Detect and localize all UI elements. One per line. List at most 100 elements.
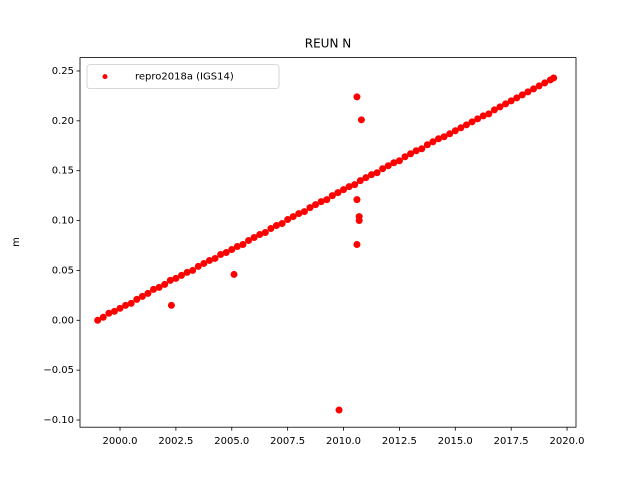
x-tick-label: 2005.0 (214, 436, 249, 447)
y-tick-label: 0.15 (52, 166, 74, 177)
point (351, 181, 359, 189)
point (479, 112, 487, 120)
point (353, 93, 361, 101)
point (245, 237, 253, 245)
point (513, 94, 521, 102)
point (122, 301, 130, 309)
point (355, 217, 363, 225)
chart-title: REUN N (305, 37, 351, 51)
point (395, 157, 403, 165)
point (144, 289, 152, 297)
point (451, 127, 459, 135)
point (535, 82, 543, 90)
point (429, 138, 437, 146)
x-tick-label: 2002.5 (158, 436, 193, 447)
point (541, 79, 549, 87)
point (228, 245, 236, 253)
point (379, 165, 387, 173)
point (357, 116, 365, 124)
plot-frame (79, 57, 577, 428)
point (172, 274, 180, 282)
point (200, 259, 208, 267)
point (412, 147, 420, 155)
point (183, 268, 191, 276)
point (462, 121, 470, 129)
point (230, 270, 238, 278)
point (256, 231, 264, 239)
y-axis-label: m (11, 237, 22, 247)
point (401, 153, 409, 161)
y-tick-label: −0.05 (43, 365, 74, 376)
point (550, 74, 558, 82)
point (295, 210, 303, 218)
point (423, 141, 431, 149)
y-tick-label: 0.25 (52, 66, 74, 77)
point (278, 220, 286, 228)
point (166, 276, 174, 284)
y-tick-label: 0.05 (52, 265, 74, 276)
x-tick-label: 2015.0 (438, 436, 473, 447)
x-tick-label: 2007.5 (270, 436, 305, 447)
y-tick-label: 0.00 (52, 315, 74, 326)
point (239, 240, 247, 248)
point (353, 240, 361, 248)
x-tick-label: 2010.0 (326, 436, 361, 447)
point (189, 266, 197, 274)
point (367, 171, 375, 179)
point (440, 133, 448, 141)
point (496, 103, 504, 111)
point (211, 254, 219, 262)
point (362, 174, 370, 182)
y-tick-label: −0.10 (43, 415, 74, 426)
point (317, 198, 325, 206)
y-tick-label: 0.10 (52, 216, 74, 227)
point (155, 283, 163, 291)
point (518, 91, 526, 99)
point (138, 292, 146, 300)
point (474, 115, 482, 123)
point (485, 110, 493, 118)
point (335, 406, 343, 414)
point (446, 130, 454, 138)
point (167, 301, 175, 309)
point (110, 307, 118, 315)
point (127, 299, 135, 307)
x-tick-label: 2012.5 (382, 436, 417, 447)
point (289, 213, 297, 221)
point (250, 234, 258, 242)
point (356, 177, 364, 185)
x-tick-label: 2000.0 (103, 436, 138, 447)
point (328, 192, 336, 200)
point (306, 204, 314, 212)
point (300, 208, 308, 216)
point (323, 196, 331, 204)
point (457, 124, 465, 132)
point (205, 256, 213, 264)
point (99, 313, 107, 321)
point (312, 201, 320, 209)
point (94, 316, 102, 324)
point (390, 159, 398, 167)
x-tick-label: 2020.0 (550, 436, 585, 447)
point (407, 150, 415, 158)
point (133, 295, 141, 303)
point (217, 250, 225, 258)
point (150, 285, 158, 293)
legend-box (86, 64, 280, 89)
point (116, 304, 124, 312)
point (345, 183, 353, 191)
point (490, 106, 498, 114)
point (272, 222, 280, 230)
point (194, 262, 202, 270)
point (530, 85, 538, 93)
point (468, 118, 476, 126)
point (373, 169, 381, 177)
legend-label: repro2018a (IGS14) (135, 72, 234, 83)
point (334, 189, 342, 197)
point (353, 196, 361, 204)
point (507, 97, 515, 105)
point (340, 186, 348, 194)
point (384, 162, 392, 170)
legend-marker (102, 74, 108, 80)
